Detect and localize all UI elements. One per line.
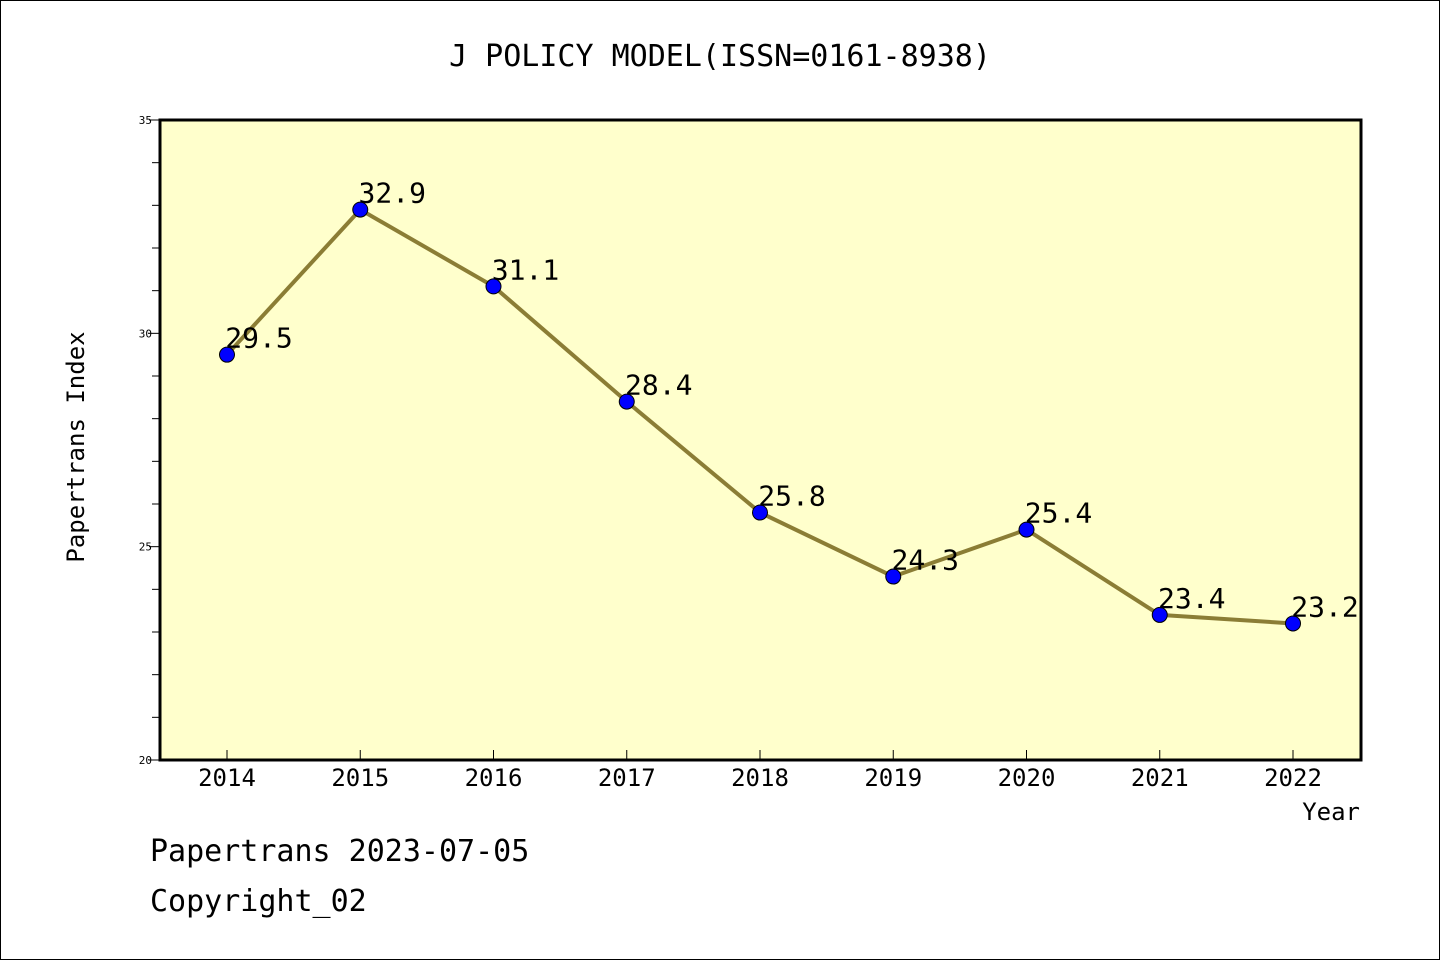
x-tick-label: 2016 (465, 764, 523, 792)
data-label: 25.4 (1025, 497, 1092, 530)
x-tick-label: 2022 (1264, 764, 1322, 792)
x-tick-label: 2017 (598, 764, 656, 792)
data-label: 32.9 (359, 177, 426, 210)
plot-area (158, 118, 1363, 762)
footer-copyright-text: Copyright_02 (150, 884, 367, 919)
data-label: 29.5 (225, 322, 292, 355)
data-label: 23.4 (1158, 582, 1225, 615)
series-line-group: 29.5 32.9 31.1 28.4 25.8 24.3 25.4 23.4 23.2 (219, 177, 1359, 632)
data-point (1018, 521, 1035, 538)
y-tick-label: 25 (139, 541, 152, 554)
x-axis: 2014 2015 2016 2017 2018 2019 2020 2021 2022 (198, 750, 1322, 792)
data-point (618, 393, 635, 410)
data-label: 28.4 (625, 369, 692, 402)
data-label: 31.1 (492, 253, 559, 286)
x-tick-label: 2014 (198, 764, 256, 792)
data-label: 25.8 (758, 480, 825, 513)
x-tick-label: 2020 (998, 764, 1056, 792)
data-point (1285, 615, 1301, 632)
data-point (485, 278, 502, 295)
y-tick-label: 30 (139, 327, 152, 340)
data-point (752, 504, 768, 521)
y-tick-label: 20 (139, 754, 152, 767)
y-tick-label: 35 (139, 114, 152, 127)
data-label: 23.2 (1291, 590, 1358, 623)
data-point (885, 568, 902, 585)
x-tick-label: 2019 (864, 764, 922, 792)
x-tick-label: 2018 (731, 764, 789, 792)
x-tick-label: 2015 (331, 764, 389, 792)
data-point (219, 346, 235, 363)
x-tick-label: 2021 (1131, 764, 1189, 792)
data-label: 24.3 (892, 544, 959, 577)
data-point (1151, 606, 1168, 623)
footer-date-text: Papertrans 2023-07-05 (150, 834, 530, 869)
data-point (352, 201, 369, 218)
chart-title: J POLICY MODEL(ISSN=0161-8938) (449, 39, 991, 74)
x-axis-label: Year (1302, 798, 1360, 826)
y-axis: 20 25 30 35 (139, 114, 160, 767)
y-axis-label: Papertrans Index (62, 331, 90, 562)
